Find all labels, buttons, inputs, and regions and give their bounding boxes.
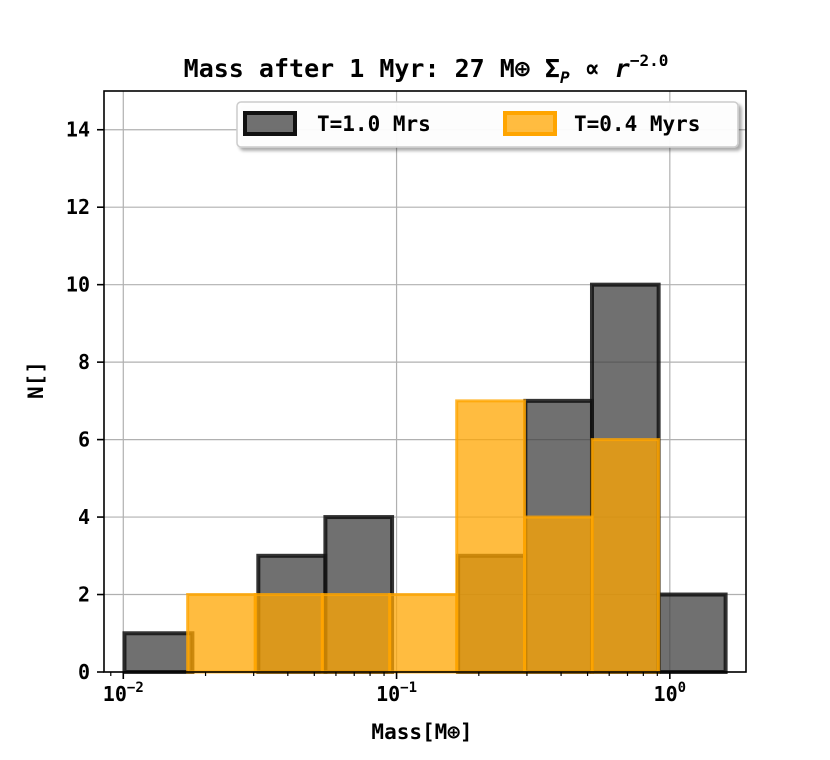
y-tick-label: 8 <box>78 350 90 374</box>
y-tick-label: 2 <box>78 583 90 607</box>
legend: T=1.0 Mrs T=0.4 Myrs <box>236 101 739 148</box>
y-tick-label: 14 <box>66 118 90 142</box>
legend-swatch-orange <box>503 111 557 136</box>
legend-swatch-dark <box>243 111 297 136</box>
series-orange-bars <box>186 399 661 674</box>
x-tick-label: 100 <box>654 680 687 706</box>
histogram-bar <box>523 515 594 674</box>
legend-box <box>236 101 739 148</box>
x-tick-label: 10−1 <box>376 680 417 706</box>
histogram-bar <box>388 593 459 674</box>
x-axis-title: Mass[M⊕] <box>371 720 472 744</box>
histogram-bar <box>320 593 392 674</box>
axes <box>103 90 747 673</box>
histogram-bar <box>590 438 661 674</box>
histogram-bar <box>186 593 257 674</box>
histogram-bar <box>656 592 728 674</box>
chart-title: Mass after 1 Myr: 27 M⊕ ΣP ∝ r−2.0 <box>184 51 669 87</box>
ticks: 0 2 4 6 8 10 12 14 10−2 10−1 100 <box>66 118 686 706</box>
y-tick-label: 10 <box>66 273 90 297</box>
x-tick-label: 10−2 <box>103 680 144 706</box>
histogram-bar <box>455 399 527 674</box>
y-tick-label: 6 <box>78 428 90 452</box>
y-tick-label: 4 <box>78 505 90 529</box>
plot-frame <box>103 90 747 673</box>
histogram-bar <box>122 631 195 674</box>
legend-label-orange: T=0.4 Myrs <box>574 112 700 136</box>
bars <box>122 282 728 674</box>
y-axis-title: N[] <box>24 361 48 399</box>
y-tick-label: 0 <box>78 660 90 684</box>
histogram-bar <box>253 593 324 674</box>
legend-label-dark: T=1.0 Mrs <box>317 112 431 136</box>
y-tick-label: 12 <box>66 195 90 219</box>
